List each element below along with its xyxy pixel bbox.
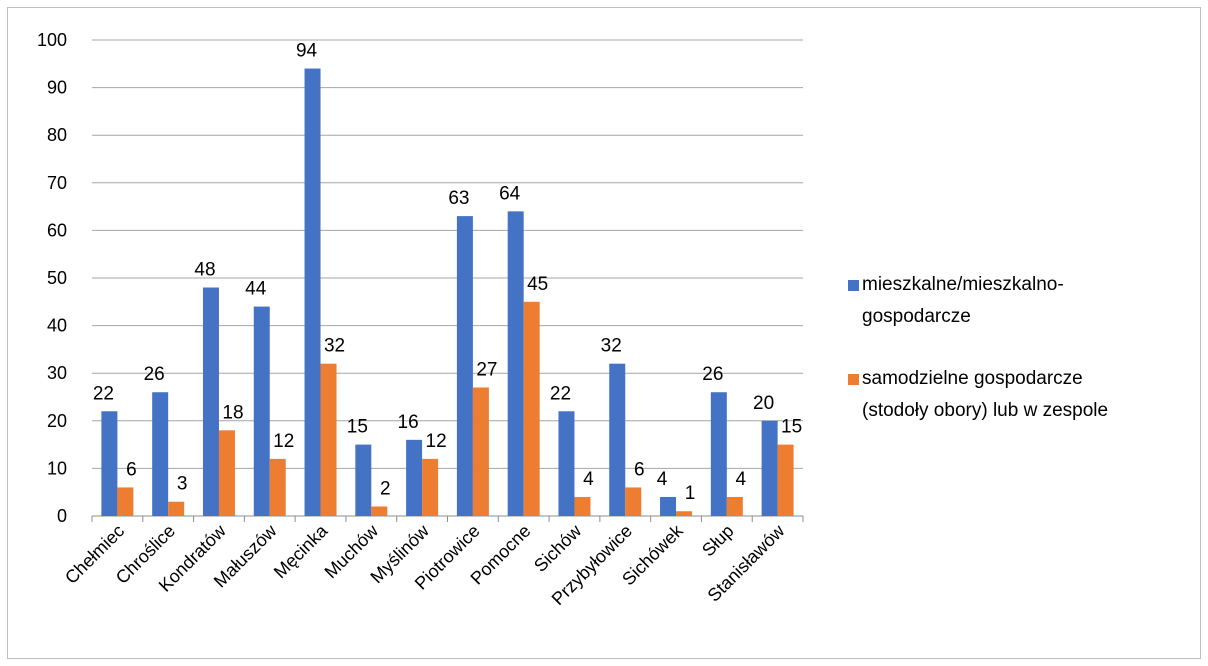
data-label: 63	[448, 188, 469, 209]
bar-residential-7	[456, 216, 473, 516]
bar-farm-8	[523, 301, 540, 516]
data-label: 12	[273, 431, 294, 452]
bar-residential-13	[761, 420, 778, 516]
gridlines	[92, 39, 803, 469]
y-tick-label-50: 50	[47, 268, 67, 288]
data-label: 16	[398, 412, 419, 433]
data-label: 4	[657, 469, 668, 490]
y-tick-label-20: 20	[47, 411, 67, 431]
bar-residential-5	[355, 444, 372, 516]
bar-farm-11	[676, 511, 693, 516]
data-label: 6	[126, 459, 137, 480]
data-label: 12	[426, 431, 447, 452]
data-label: 1	[685, 483, 696, 504]
data-label: 2	[380, 478, 391, 499]
y-tick-label-40: 40	[47, 316, 67, 336]
data-label: 45	[527, 274, 548, 295]
bar-residential-2	[202, 287, 219, 516]
x-tick-label: Słup	[698, 521, 738, 561]
data-label: 18	[222, 402, 243, 423]
bar-farm-1	[168, 501, 185, 516]
data-label: 3	[177, 474, 188, 495]
bar-farm-10	[625, 487, 642, 516]
data-label: 44	[245, 279, 267, 300]
bar-residential-10	[609, 363, 626, 516]
bar-residential-3	[253, 306, 270, 516]
bar-residential-6	[406, 439, 423, 516]
bar-farm-3	[269, 458, 286, 516]
data-label: 22	[550, 383, 571, 404]
bar-residential-0	[101, 411, 118, 516]
y-tick-label-60: 60	[47, 220, 67, 240]
y-tick-label-30: 30	[47, 363, 67, 383]
data-label: 32	[324, 336, 345, 357]
axes: 0102030405060708090100ChełmiecChrośliceK…	[37, 30, 804, 609]
data-label: 27	[476, 359, 497, 380]
bar-residential-9	[558, 411, 575, 516]
data-label: 22	[93, 383, 114, 404]
data-label: 26	[702, 364, 723, 385]
bar-farm-12	[726, 496, 743, 516]
bar-farm-6	[422, 458, 439, 516]
legend-label-0: gospodarcze	[862, 306, 971, 327]
bars	[101, 68, 794, 517]
data-label: 15	[347, 417, 368, 438]
y-tick-label-100: 100	[37, 30, 67, 50]
bar-farm-5	[371, 506, 388, 516]
bar-residential-4	[304, 68, 321, 516]
data-label: 4	[736, 469, 747, 490]
y-tick-label-0: 0	[57, 506, 67, 526]
legend-label-0: mieszkalne/mieszkalno-	[862, 274, 1064, 295]
bar-farm-7	[472, 387, 489, 516]
legend-label-1: samodzielne gospodarcze	[862, 368, 1083, 389]
legend-swatch-1	[848, 374, 859, 385]
data-label: 64	[499, 183, 521, 204]
legend-swatch-0	[848, 280, 859, 291]
y-tick-label-70: 70	[47, 173, 67, 193]
bar-residential-12	[710, 392, 727, 516]
data-label: 48	[194, 260, 215, 281]
y-tick-label-90: 90	[47, 78, 67, 98]
bar-farm-2	[218, 430, 235, 516]
data-label: 20	[753, 393, 774, 414]
data-label: 94	[296, 41, 318, 62]
data-label: 32	[601, 336, 622, 357]
bar-farm-0	[117, 487, 134, 516]
bar-farm-9	[574, 496, 591, 516]
legend: mieszkalne/mieszkalno-gospodarcze samodzi…	[848, 274, 1108, 421]
data-label: 15	[781, 417, 802, 438]
data-label: 4	[583, 469, 594, 490]
bar-residential-8	[507, 211, 524, 517]
y-tick-label-10: 10	[47, 458, 67, 478]
x-tick-label: Męcinka	[270, 520, 332, 582]
data-label: 6	[634, 459, 645, 480]
bar-residential-1	[152, 392, 169, 516]
bar-residential-11	[660, 496, 677, 516]
data-label: 26	[144, 364, 165, 385]
legend-label-1: (stodoły obory) lub w zespole	[862, 400, 1108, 421]
y-tick-label-80: 80	[47, 125, 67, 145]
bar-farm-13	[777, 444, 794, 516]
bar-farm-4	[320, 363, 337, 516]
